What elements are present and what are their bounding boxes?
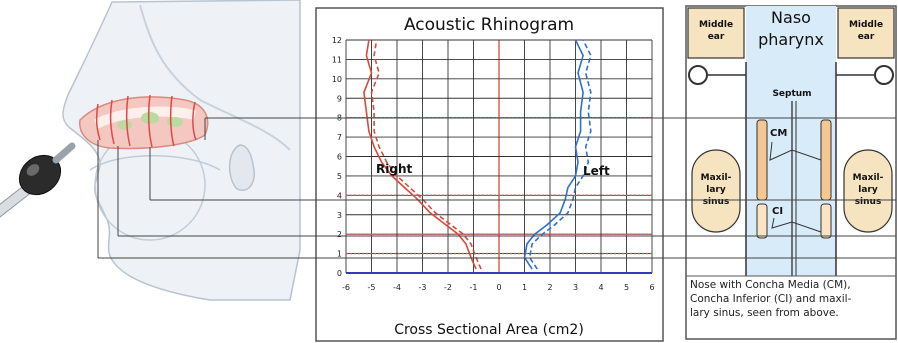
concha-inferior-right [820,203,832,239]
ear-shape [228,144,255,191]
caption-line-1: Nose with Concha Media (CM), [690,279,851,291]
x-tick-label: -6 [342,283,350,292]
label-left: Left [583,164,610,178]
jaw-outline [89,155,221,171]
middle-ear-left-line1: Middle [699,20,733,30]
skull-outline [139,4,291,151]
x-tick-label: -1 [470,283,478,292]
nasal-passage [93,106,196,129]
curve-left-dashed [528,39,592,270]
maxillary-left-line3: sinus [703,197,730,207]
y-tick-label: 6 [337,153,342,162]
caption-line-2: Concha Inferior (CI) and maxil- [690,293,852,305]
curve-left-solid [523,39,584,270]
y-tick-label: 3 [337,211,342,220]
x-tick-label: -4 [393,283,401,292]
caption-line-3: lary sinus, seen from above. [690,307,839,319]
x-tick-label: -3 [419,283,427,292]
y-tick-label: 12 [332,36,342,45]
middle-ear-left-box [687,7,745,59]
chart-x-ticks: -6 -5 -4 -3 -2 -1 0 1 2 3 4 5 6 [342,283,655,292]
ci-label: CI [772,206,783,217]
y-tick-label: 2 [337,230,342,239]
concha-media-right [820,119,832,201]
maxillary-right-line3: sinus [855,197,882,207]
maxillary-sinus-left [691,149,741,233]
nasopharynx-diagram: Naso pharynx Middle ear Middle ear Septu… [685,5,897,340]
x-tick-label: 6 [649,283,654,292]
x-tick-label: -2 [444,283,452,292]
curve-right-solid [363,39,477,270]
cm-label: CM [770,128,787,139]
concha-media [141,112,159,124]
maxillary-right-line1: Maxil- [853,173,884,183]
y-tick-label: 9 [337,94,342,103]
maxillary-right-line2: lary [858,185,878,195]
y-tick-label: 4 [337,191,342,200]
y-tick-label: 7 [337,133,342,142]
maxillary-left-line2: lary [706,185,726,195]
maxillary-sinus-right [843,149,893,233]
chart-title: Acoustic Rhinogram [404,15,574,35]
x-tick-label: -5 [368,283,376,292]
maxillary-left-line1: Maxil- [701,173,732,183]
ci-pointer [771,217,822,233]
y-tick-label: 5 [337,172,342,181]
y-tick-label: 10 [332,75,342,84]
eustachian-opening-right [874,65,894,85]
label-right: Right [376,162,412,176]
chart-marks [363,39,592,270]
x-tick-label: 5 [624,283,629,292]
probe-connector [52,142,76,164]
diagram-caption: Nose with Concha Media (CM), Concha Infe… [690,278,896,320]
y-tick-label: 1 [337,250,342,259]
nasopharynx-title-line2: pharynx [758,30,824,49]
x-tick-label: 4 [598,283,603,292]
x-tick-label: 1 [522,283,527,292]
eustachian-opening-left [688,65,708,85]
x-tick-label: 0 [496,283,501,292]
level-connector-lines [97,117,896,259]
nose-piece-highlight [26,164,40,176]
chart-frame [315,7,664,342]
middle-ear-right-line1: Middle [849,20,883,30]
x-tick-label: 2 [547,283,552,292]
x-axis-label: Cross Sectional Area (cm2) [394,322,584,338]
curve-right-dashed [370,39,482,270]
septum-label: Septum [772,89,811,99]
concha-upper [167,117,183,127]
concha-media-left [756,119,768,201]
y-tick-label: 0 [337,269,342,278]
middle-ear-right-line2: ear [858,32,875,42]
head-silhouette [62,0,301,301]
acoustic-wave-marks [95,94,197,148]
head-illustration [0,0,301,301]
middle-ear-left-line2: ear [708,32,725,42]
middle-ear-right-box [837,7,895,59]
y-tick-label: 11 [332,55,342,64]
cm-pointer [769,141,822,161]
x-tick-label: 3 [573,283,578,292]
concha-inferior [118,120,132,130]
nasopharynx-title-line1: Naso [771,8,811,27]
concha-inferior-left [756,203,768,239]
